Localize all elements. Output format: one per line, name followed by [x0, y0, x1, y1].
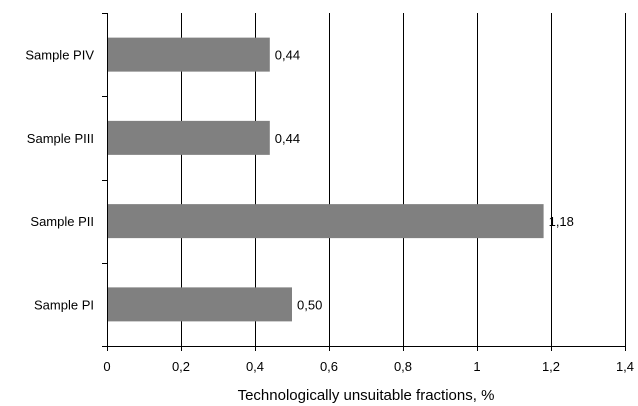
- x-tick-label: 0,8: [394, 359, 412, 374]
- value-label: 0,44: [275, 48, 300, 63]
- x-tick-label: 0,6: [320, 359, 338, 374]
- x-tick-label: 0,4: [246, 359, 264, 374]
- labels: 0 0,2 0,4 0,6 0,8 1 1,2 1,4 Sample PIV 0,44 Sample…: [25, 48, 634, 374]
- axes: [102, 13, 626, 351]
- bar: [108, 120, 270, 155]
- x-tick-label: 0: [103, 359, 110, 374]
- x-tick-label: 1,4: [616, 359, 634, 374]
- bars: [108, 37, 544, 322]
- x-tick-label: 1,2: [542, 359, 560, 374]
- bar: [108, 204, 544, 239]
- value-label: 1,18: [549, 214, 574, 229]
- value-label: 0,44: [275, 131, 300, 146]
- category-label: Sample PII: [30, 214, 94, 229]
- category-label: Sample PI: [34, 297, 94, 312]
- x-tick-label: 0,2: [172, 359, 190, 374]
- bar: [108, 287, 292, 322]
- bar: [108, 37, 270, 72]
- category-label: Sample PIII: [27, 131, 94, 146]
- category-label: Sample PIV: [25, 48, 94, 63]
- x-axis-title: Technologically unsuitable fractions, %: [238, 387, 495, 404]
- value-label: 0,50: [297, 297, 322, 312]
- x-tick-label: 1: [473, 359, 480, 374]
